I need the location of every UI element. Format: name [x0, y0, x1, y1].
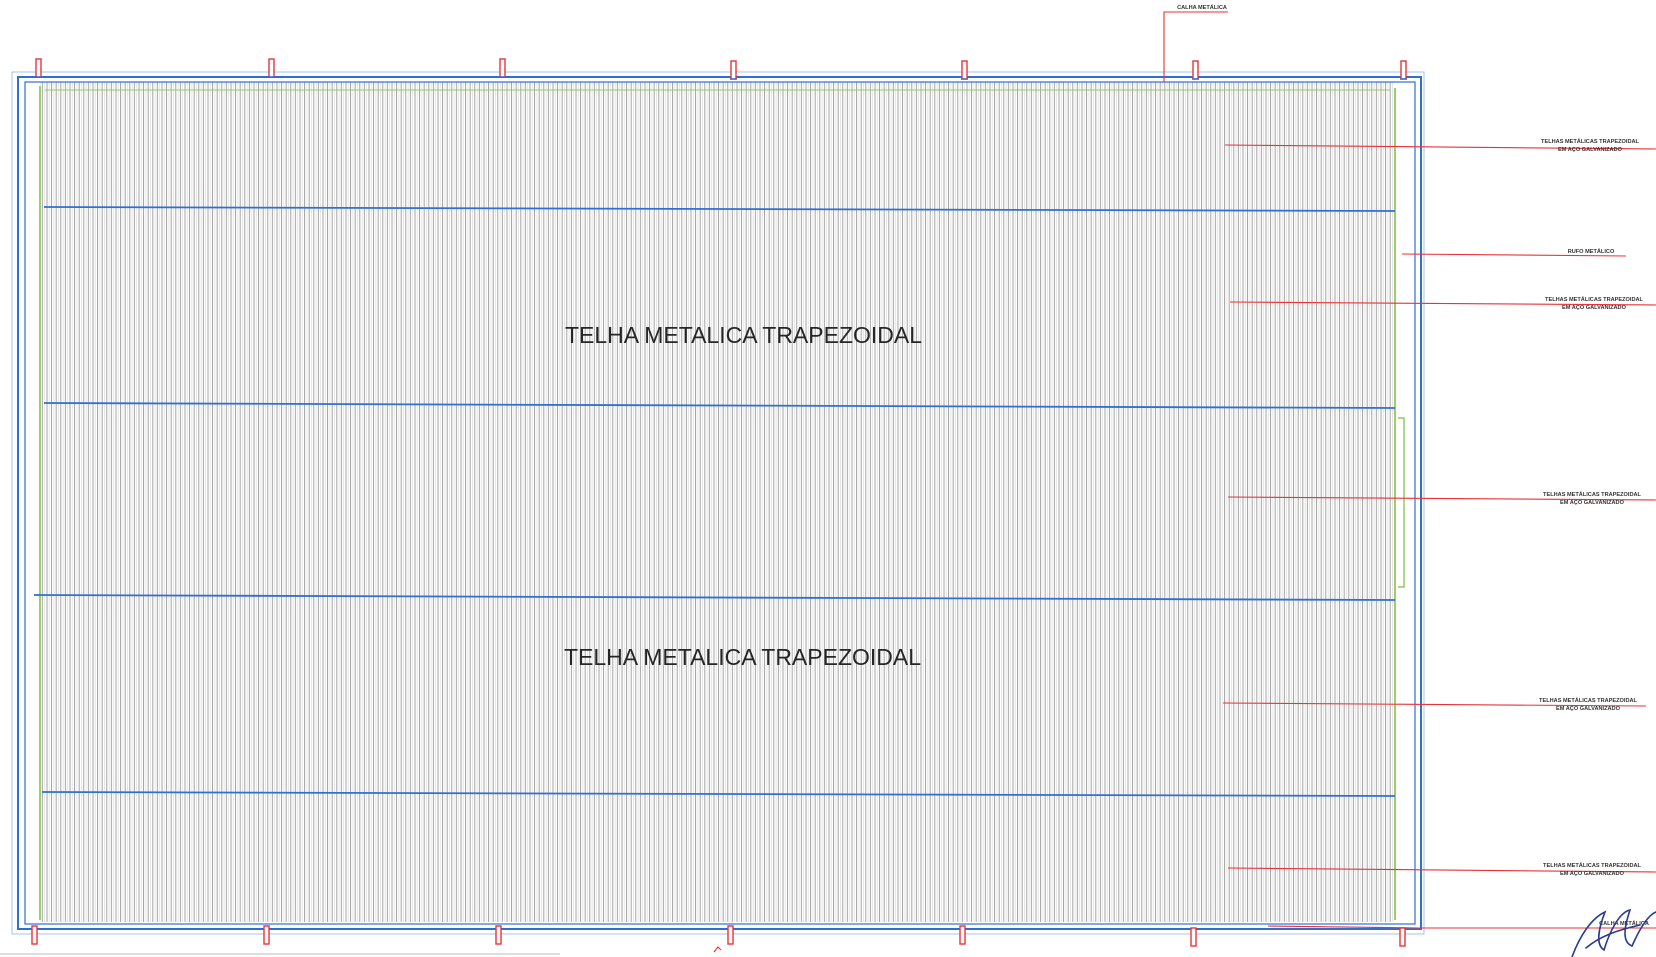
column-marker-icon [1190, 927, 1197, 947]
callout-tile-2-line-1: TELHAS METÁLICAS TRAPEZOIDAL [1545, 296, 1643, 303]
column-markers-bottom [31, 925, 1406, 947]
callout-ridge: RUFO METÁLICO [1568, 248, 1615, 255]
column-marker-icon [1400, 60, 1407, 80]
callout-tile-4-line-1: TELHAS METÁLICAS TRAPEZOIDAL [1539, 697, 1637, 704]
leader-tile-2 [1229, 301, 1656, 306]
roof-outline [11, 71, 1425, 935]
callout-tile-2-line-2: EM AÇO GALVANIZADO [1562, 305, 1627, 311]
leader-tile-3 [1227, 496, 1656, 501]
callout-tile-5-line-2: EM AÇO GALVANIZADO [1560, 871, 1625, 877]
column-marker-icon [499, 58, 506, 78]
column-marker-icon [1399, 927, 1406, 947]
callout-tile-4-line-2: EM AÇO GALVANIZADO [1556, 706, 1621, 712]
signature-mark [1571, 908, 1656, 957]
callout-gutter-top: CALHA METÁLICA [1177, 4, 1227, 11]
column-marker-icon [495, 925, 502, 945]
callout-tile-1-line-2: EM AÇO GALVANIZADO [1558, 147, 1623, 153]
leader-tile-5 [1227, 867, 1656, 873]
column-marker-icon [730, 60, 737, 80]
callout-texts: CALHA METÁLICA TELHAS METÁLICAS TRAPEZOI… [1177, 4, 1649, 927]
column-marker-caps-top [35, 76, 1407, 80]
callout-tile-3-line-2: EM AÇO GALVANIZADO [1560, 500, 1625, 506]
roof-panel-field [40, 82, 1394, 922]
region-label-upper: TELHA METALICA TRAPEZOIDAL [565, 322, 922, 348]
revision-mark [713, 946, 722, 953]
leader-ridge [1401, 253, 1627, 257]
leader-tile-4 [1222, 702, 1647, 707]
column-marker-icon [961, 60, 968, 80]
trim-lines [39, 86, 1396, 920]
callout-tile-3-line-1: TELHAS METÁLICAS TRAPEZOIDAL [1543, 491, 1641, 498]
callout-tile-1-line-1: TELHAS METÁLICAS TRAPEZOIDAL [1541, 138, 1639, 145]
column-marker-icon [268, 58, 275, 78]
callout-tile-5-line-1: TELHAS METÁLICAS TRAPEZOIDAL [1543, 862, 1641, 869]
callout-leaders [1163, 11, 1656, 929]
leader-gutter-top [1163, 11, 1228, 82]
column-marker-icon [263, 925, 270, 945]
purlin-lines [33, 206, 1396, 797]
region-label-lower: TELHA METALICA TRAPEZOIDAL [564, 644, 921, 670]
column-marker-icon [1192, 60, 1199, 80]
ridge-bracket [1398, 417, 1405, 588]
leader-tile-1 [1224, 144, 1656, 150]
column-marker-icon [31, 925, 38, 945]
column-marker-icon [35, 58, 42, 78]
leader-gutter-bottom [1267, 925, 1656, 929]
column-marker-icon [727, 925, 734, 945]
column-markers-top [35, 58, 1407, 80]
callout-gutter-bottom: CALHA METÁLICA [1599, 920, 1649, 927]
column-marker-icon [959, 925, 966, 945]
